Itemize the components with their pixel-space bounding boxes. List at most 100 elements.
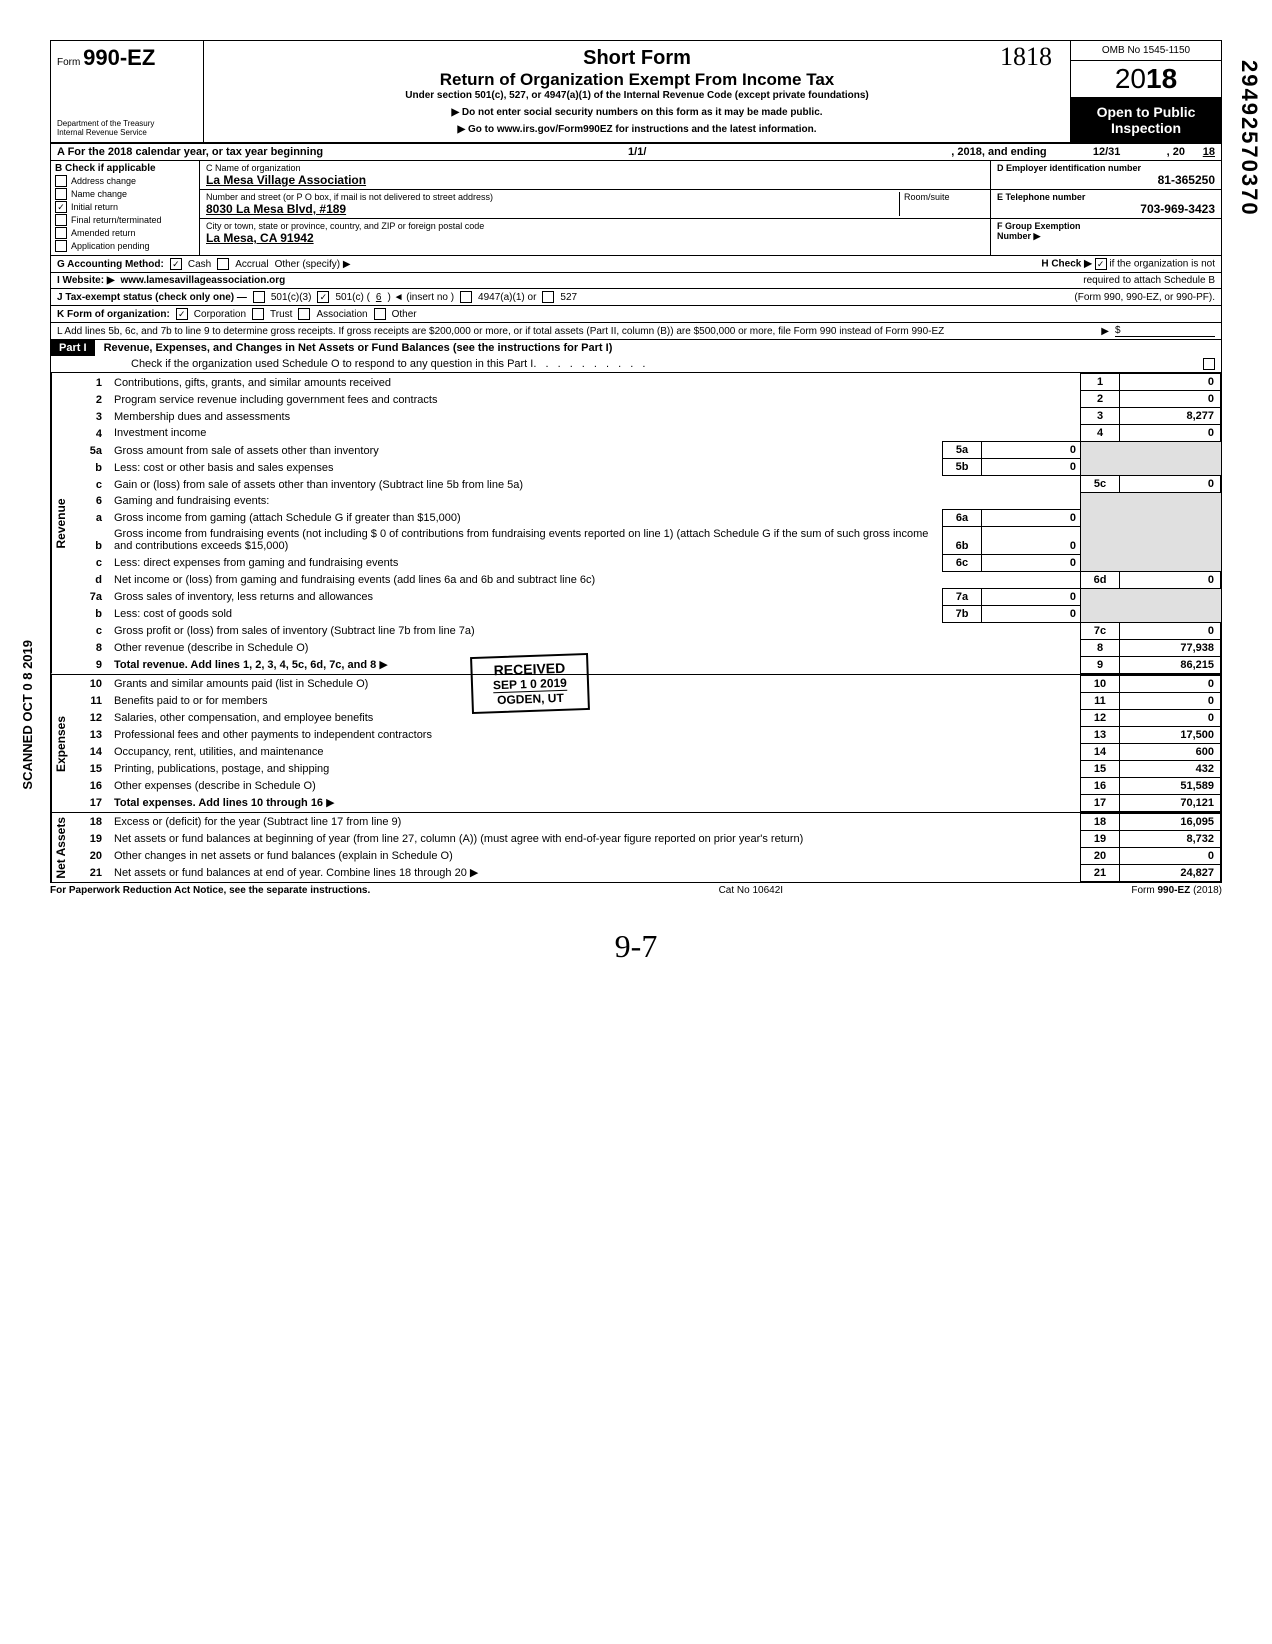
line-number: 5a <box>70 442 110 459</box>
line-number: 21 <box>70 864 110 881</box>
box-val: 17,500 <box>1120 726 1221 743</box>
line-row: 21Net assets or fund balances at end of … <box>70 864 1221 881</box>
line-desc: Gross income from fundraising events (no… <box>110 526 943 554</box>
line-desc: Excess or (deficit) for the year (Subtra… <box>110 813 1081 830</box>
net-assets-label: Net Assets <box>51 813 70 883</box>
phone-label: E Telephone number <box>997 192 1215 202</box>
check-row: Name change <box>55 188 195 200</box>
cash-checkbox[interactable]: ✓ <box>170 258 182 270</box>
line-row: cGross profit or (loss) from sales of in… <box>70 622 1221 639</box>
sub-box-val: 0 <box>982 526 1081 554</box>
line-row: 3Membership dues and assessments38,277 <box>70 408 1221 425</box>
sub-box-val: 0 <box>982 442 1081 459</box>
revenue-label: Revenue <box>51 373 70 674</box>
527-checkbox[interactable] <box>542 291 554 303</box>
box-num: 6d <box>1081 571 1120 588</box>
other-checkbox[interactable] <box>374 308 386 320</box>
line-desc: Total expenses. Add lines 10 through 16 … <box>110 794 1081 811</box>
box-num: 13 <box>1081 726 1120 743</box>
check-row: ✓Initial return <box>55 201 195 213</box>
checkbox-label: Application pending <box>71 241 150 251</box>
501c3-checkbox[interactable] <box>253 291 265 303</box>
line-desc: Membership dues and assessments <box>110 408 1081 425</box>
line-desc: Printing, publications, postage, and shi… <box>110 760 1081 777</box>
line-desc: Less: cost or other basis and sales expe… <box>110 459 943 476</box>
city-label: City or town, state or province, country… <box>206 221 984 231</box>
line-desc: Occupancy, rent, utilities, and maintena… <box>110 743 1081 760</box>
box-val: 0 <box>1120 391 1221 408</box>
schedule-o-checkbox[interactable] <box>1203 358 1215 370</box>
addr-label: Number and street (or P O box, if mail i… <box>206 192 899 202</box>
line-number: 14 <box>70 743 110 760</box>
line-desc: Grants and similar amounts paid (list in… <box>110 675 1081 692</box>
line-number: 15 <box>70 760 110 777</box>
phone-value: 703-969-3423 <box>997 202 1215 216</box>
line-row: 2Program service revenue including gover… <box>70 391 1221 408</box>
net-assets-section: Net Assets 18Excess or (deficit) for the… <box>50 813 1222 884</box>
website-value: www.lamesavillageassociation.org <box>121 275 286 286</box>
line-row: 6Gaming and fundraising events: <box>70 493 1221 510</box>
check-row: Amended return <box>55 227 195 239</box>
form-note-2: ▶ Go to www.irs.gov/Form990EZ for instru… <box>212 124 1062 135</box>
line-desc: Salaries, other compensation, and employ… <box>110 709 1081 726</box>
line-desc: Professional fees and other payments to … <box>110 726 1081 743</box>
sub-box-val: 0 <box>982 509 1081 526</box>
sub-box-num: 6c <box>943 554 982 571</box>
handwritten-bottom: 9-7 <box>50 928 1222 965</box>
line-desc: Benefits paid to or for members <box>110 692 1081 709</box>
4947-checkbox[interactable] <box>460 291 472 303</box>
row-j: J Tax-exempt status (check only one) — 5… <box>50 289 1222 306</box>
box-num: 11 <box>1081 692 1120 709</box>
accrual-checkbox[interactable] <box>217 258 229 270</box>
checkbox[interactable] <box>55 175 67 187</box>
box-num: 8 <box>1081 639 1120 656</box>
line-number: 13 <box>70 726 110 743</box>
box-num: 4 <box>1081 425 1120 442</box>
line-row: bLess: cost of goods sold7b0 <box>70 605 1221 622</box>
line-desc: Investment income <box>110 425 1081 442</box>
sub-box-val: 0 <box>982 459 1081 476</box>
line-row: 17Total expenses. Add lines 10 through 1… <box>70 794 1221 811</box>
501c-checkbox[interactable]: ✓ <box>317 291 329 303</box>
line-desc: Contributions, gifts, grants, and simila… <box>110 374 1081 391</box>
box-val: 8,277 <box>1120 408 1221 425</box>
sub-box-num: 6b <box>943 526 982 554</box>
box-val: 0 <box>1120 675 1221 692</box>
line-desc: Gaming and fundraising events: <box>110 493 1081 510</box>
checkbox[interactable] <box>55 188 67 200</box>
line-desc: Total revenue. Add lines 1, 2, 3, 4, 5c,… <box>110 656 1081 673</box>
corp-checkbox[interactable]: ✓ <box>176 308 188 320</box>
assoc-checkbox[interactable] <box>298 308 310 320</box>
sub-box-val: 0 <box>982 605 1081 622</box>
line-desc: Net assets or fund balances at end of ye… <box>110 864 1081 881</box>
line-row: 14Occupancy, rent, utilities, and mainte… <box>70 743 1221 760</box>
line-row: 19Net assets or fund balances at beginni… <box>70 830 1221 847</box>
h-checkbox[interactable]: ✓ <box>1095 258 1107 270</box>
line-desc: Net income or (loss) from gaming and fun… <box>110 571 1081 588</box>
line-number: 20 <box>70 847 110 864</box>
checkbox[interactable] <box>55 240 67 252</box>
checkbox[interactable]: ✓ <box>55 201 67 213</box>
check-row: Application pending <box>55 240 195 252</box>
row-k: K Form of organization: ✓Corporation Tru… <box>50 306 1222 323</box>
line-row: 4Investment income40 <box>70 425 1221 442</box>
checkbox[interactable] <box>55 227 67 239</box>
box-val: 51,589 <box>1120 777 1221 794</box>
received-stamp: RECEIVED SEP 1 0 2019 OGDEN, UT <box>470 652 590 713</box>
box-val: 0 <box>1120 476 1221 493</box>
checkbox-label: Address change <box>71 176 136 186</box>
line-number: 2 <box>70 391 110 408</box>
line-row: 8Other revenue (describe in Schedule O)8… <box>70 639 1221 656</box>
line-number: 12 <box>70 709 110 726</box>
checkbox[interactable] <box>55 214 67 226</box>
box-num: 15 <box>1081 760 1120 777</box>
box-num: 2 <box>1081 391 1120 408</box>
line-number: c <box>70 554 110 571</box>
trust-checkbox[interactable] <box>252 308 264 320</box>
box-val: 70,121 <box>1120 794 1221 811</box>
line-number: b <box>70 526 110 554</box>
line-row: 18Excess or (deficit) for the year (Subt… <box>70 813 1221 830</box>
line-row: aGross income from gaming (attach Schedu… <box>70 509 1221 526</box>
box-num: 12 <box>1081 709 1120 726</box>
sub-box-num: 7a <box>943 588 982 605</box>
